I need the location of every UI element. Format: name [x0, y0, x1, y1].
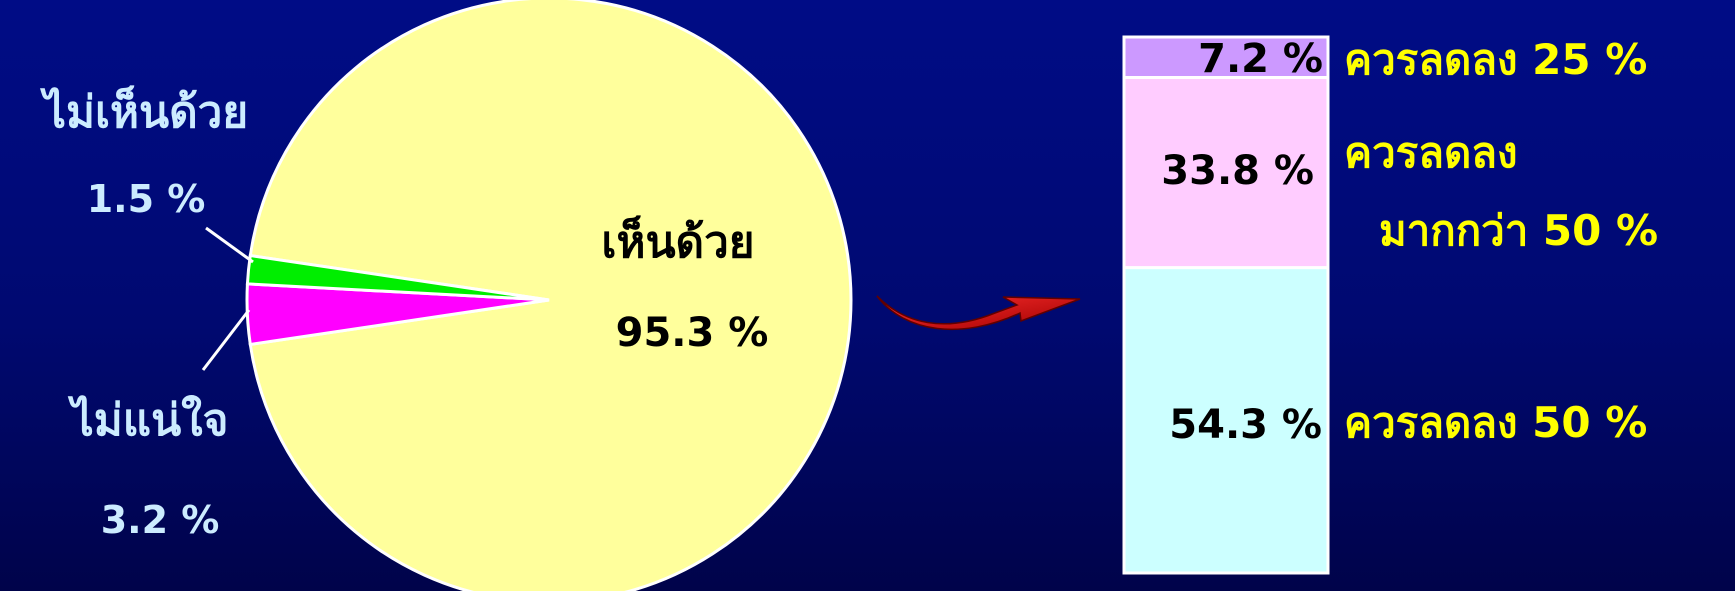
- bar-segment-decrease-50: [1122, 266, 1330, 575]
- pie-value-unsure: 3.2 %: [101, 498, 220, 542]
- bar-value-decrease-50: 54.3 %: [1169, 402, 1322, 448]
- pie-value-agree: 95.3 %: [616, 310, 769, 356]
- bar-label-decrease-over-50-line2: มากกว่า 50 %: [1379, 206, 1658, 255]
- bar-label-decrease-50: ควรลดลง 50 %: [1344, 398, 1647, 447]
- bar-label-decrease-25: ควรลดลง 25 %: [1344, 35, 1647, 84]
- bar-segment-decrease-25: [1122, 35, 1330, 79]
- leader-line-unsure: [201, 309, 251, 371]
- pie-label-disagree: ไม่เห็นด้วย: [40, 85, 248, 138]
- curved-arrow-icon: [876, 295, 1081, 331]
- pie-label-unsure: ไม่แน่ใจ: [68, 394, 229, 446]
- bar-value-decrease-25: 7.2 %: [1198, 36, 1323, 82]
- bar-label-decrease-over-50-line1: ควรลดลง: [1344, 128, 1518, 177]
- bar-segment-decrease-over-50: [1122, 75, 1330, 270]
- pie-slice-agree: [248, 0, 853, 591]
- bar-value-decrease-over-50: 33.8 %: [1161, 148, 1314, 194]
- leader-line-disagree: [205, 226, 254, 264]
- pie-value-disagree: 1.5 %: [87, 177, 206, 221]
- pie-chart: [245, 0, 853, 591]
- pie-slice-disagree: [245, 253, 550, 302]
- stacked-bar: [1122, 35, 1330, 575]
- pie-label-agree: เห็นด้วย: [601, 215, 754, 268]
